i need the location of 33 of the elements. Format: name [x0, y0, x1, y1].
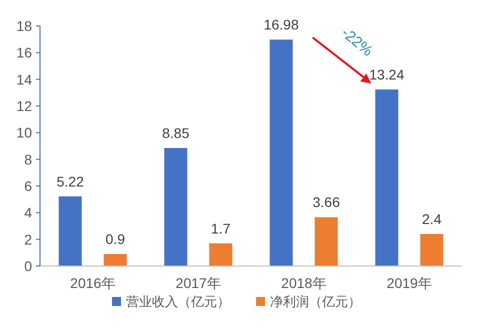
annotation: -22%: [338, 24, 376, 60]
bar: [209, 243, 232, 266]
x-tick-label: 2018年: [281, 275, 326, 291]
data-label: 2.4: [422, 211, 442, 227]
data-label: 8.85: [162, 125, 190, 141]
y-tick-label: 6: [24, 178, 32, 194]
y-tick-label: 2: [24, 231, 32, 248]
bar: [375, 89, 398, 266]
y-tick-label: 18: [16, 18, 32, 34]
legend-label: 营业收入（亿元）: [126, 294, 230, 309]
y-tick-label: 12: [16, 98, 32, 114]
y-tick-label: 0: [24, 258, 32, 274]
x-tick-label: 2017年: [176, 275, 221, 291]
data-label: 16.98: [264, 16, 299, 33]
data-label: 1.7: [211, 220, 231, 236]
y-tick-label: 4: [24, 204, 32, 221]
data-label: 0.9: [106, 231, 126, 247]
legend-label: 净利润（亿元）: [270, 294, 361, 309]
bar: [420, 234, 444, 266]
y-tick-label: 8: [24, 151, 32, 168]
bar: [314, 217, 338, 266]
y-tick-label: 10: [16, 124, 32, 141]
bar: [104, 254, 127, 266]
y-tick-label: 14: [16, 71, 32, 88]
bar: [164, 148, 188, 266]
x-tick-label: 2019年: [386, 275, 432, 291]
bar: [58, 196, 82, 266]
data-label: 5.22: [56, 173, 84, 190]
data-label: 13.24: [369, 66, 404, 82]
y-tick-label: 16: [16, 44, 32, 61]
data-label: 3.66: [312, 194, 340, 210]
bar: [270, 40, 293, 266]
x-tick-label: 2016年: [70, 275, 116, 291]
